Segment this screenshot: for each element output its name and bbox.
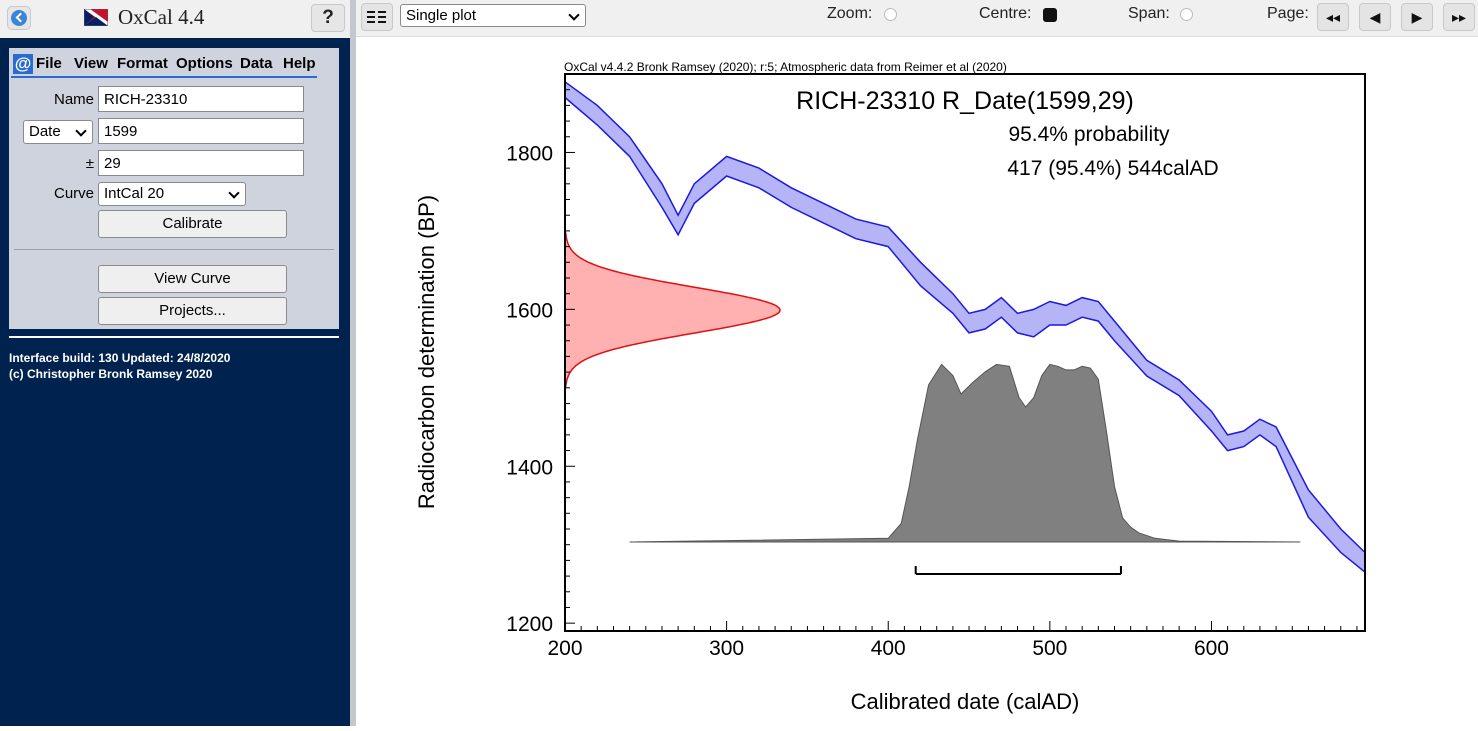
menu-view[interactable]: View	[74, 55, 108, 72]
build-info: Interface build: 130 Updated: 24/8/2020	[9, 351, 231, 365]
name-label: Name	[53, 91, 94, 108]
page-label: Page:	[1267, 5, 1309, 22]
axes: 200 300 400 500 600 1200 1400 1600 1800	[506, 73, 1358, 660]
plot-area: OxCal v4.4.2 Bronk Ramsey (2020); r:5; A…	[356, 37, 1478, 726]
plot-toolbar: Single plot Zoom: Centre: Span: Page: ◂◂…	[356, 0, 1478, 37]
app-title: OxCal 4.4	[118, 5, 205, 29]
menu-bar: @ File View Format Options Data Help	[11, 51, 317, 76]
panel-splitter[interactable]	[350, 0, 356, 726]
layout-menu-button[interactable]	[361, 3, 393, 31]
calibrate-button[interactable]: Calibrate	[98, 210, 287, 238]
chart-header: OxCal v4.4.2 Bronk Ramsey (2020); r:5; A…	[564, 60, 1007, 74]
curve-select[interactable]: IntCal 20	[98, 182, 246, 206]
prev-page-button[interactable]: ◀	[1359, 3, 1391, 31]
next-page-button[interactable]: ▶	[1401, 3, 1433, 31]
name-input[interactable]	[98, 86, 304, 112]
type-select-value: Date	[29, 123, 61, 140]
prev-page-icon: ◀	[1369, 9, 1381, 25]
panel-divider	[9, 336, 339, 338]
span-label: Span:	[1128, 5, 1170, 22]
first-page-icon: ◂◂	[1325, 9, 1341, 25]
grid-menu-icon	[367, 11, 386, 23]
plus-minus-label: ±	[85, 155, 94, 172]
y-tick-label: 1400	[506, 456, 553, 479]
app-header: OxCal 4.4 ?	[0, 0, 350, 38]
error-input[interactable]	[98, 150, 304, 176]
y-tick-label: 1800	[506, 142, 553, 165]
x-tick-label: 400	[871, 637, 906, 660]
menu-options[interactable]: Options	[176, 55, 233, 72]
x-tick-label: 600	[1194, 637, 1229, 660]
copyright-info: (c) Christopher Bronk Ramsey 2020	[9, 367, 213, 381]
span-radio[interactable]	[1180, 8, 1193, 21]
x-tick-label: 300	[709, 637, 744, 660]
menu-help[interactable]: Help	[283, 55, 316, 72]
left-panel: OxCal 4.4 ? @ File View Format Options D…	[0, 0, 350, 726]
curve-select-value: IntCal 20	[104, 185, 165, 202]
chart-title: RICH-23310 R_Date(1599,29)	[796, 87, 1134, 115]
y-tick-label: 1600	[506, 299, 553, 322]
calibration-lower-line	[564, 96, 1366, 573]
calibrated-distribution	[629, 363, 1301, 543]
chart-subtitle: 95.4% probability	[1008, 123, 1170, 146]
centre-radio[interactable]	[1043, 8, 1057, 22]
plot-type-select[interactable]: Single plot	[400, 4, 586, 27]
projects-button[interactable]: Projects...	[98, 297, 287, 325]
calibration-upper-line	[564, 81, 1366, 554]
range-text: 417 (95.4%) 544calAD	[1007, 157, 1218, 180]
zoom-label: Zoom:	[827, 5, 873, 22]
back-icon	[11, 10, 27, 26]
radiocarbon-distribution	[564, 231, 781, 389]
oxcal-logo-icon	[84, 9, 108, 26]
y-tick-label: 1200	[506, 613, 553, 636]
curve-label: Curve	[53, 185, 94, 202]
y-axis-label: Radiocarbon determination (BP)	[414, 195, 439, 509]
x-axis-label: Calibrated date (calAD)	[851, 689, 1080, 714]
back-button[interactable]	[7, 6, 31, 30]
last-page-button[interactable]: ▸▸	[1443, 3, 1475, 31]
first-page-button[interactable]: ◂◂	[1317, 3, 1349, 31]
next-page-icon: ▶	[1411, 9, 1423, 25]
plot-frame	[564, 73, 1366, 632]
zoom-radio[interactable]	[884, 8, 897, 21]
plot-content	[564, 81, 1366, 575]
calibration-form: @ File View Format Options Data Help Nam…	[9, 48, 339, 329]
menu-format[interactable]: Format	[117, 55, 168, 72]
help-button[interactable]: ?	[311, 4, 345, 32]
menu-data[interactable]: Data	[240, 55, 273, 72]
form-divider	[14, 249, 334, 250]
x-tick-label: 200	[547, 637, 582, 660]
date-input[interactable]	[98, 118, 304, 144]
type-select[interactable]: Date	[23, 120, 93, 144]
chevron-down-icon	[75, 125, 87, 137]
chevron-down-icon	[568, 9, 580, 21]
menu-file[interactable]: File	[36, 55, 62, 72]
calibration-chart: OxCal v4.4.2 Bronk Ramsey (2020); r:5; A…	[414, 60, 1366, 714]
view-curve-button[interactable]: View Curve	[98, 265, 287, 293]
centre-label: Centre:	[979, 5, 1032, 22]
x-tick-label: 500	[1032, 637, 1067, 660]
menu-underline	[11, 76, 317, 78]
last-page-icon: ▸▸	[1451, 9, 1467, 25]
at-icon: @	[13, 54, 33, 74]
plot-type-value: Single plot	[406, 7, 477, 24]
chevron-down-icon	[228, 187, 240, 199]
